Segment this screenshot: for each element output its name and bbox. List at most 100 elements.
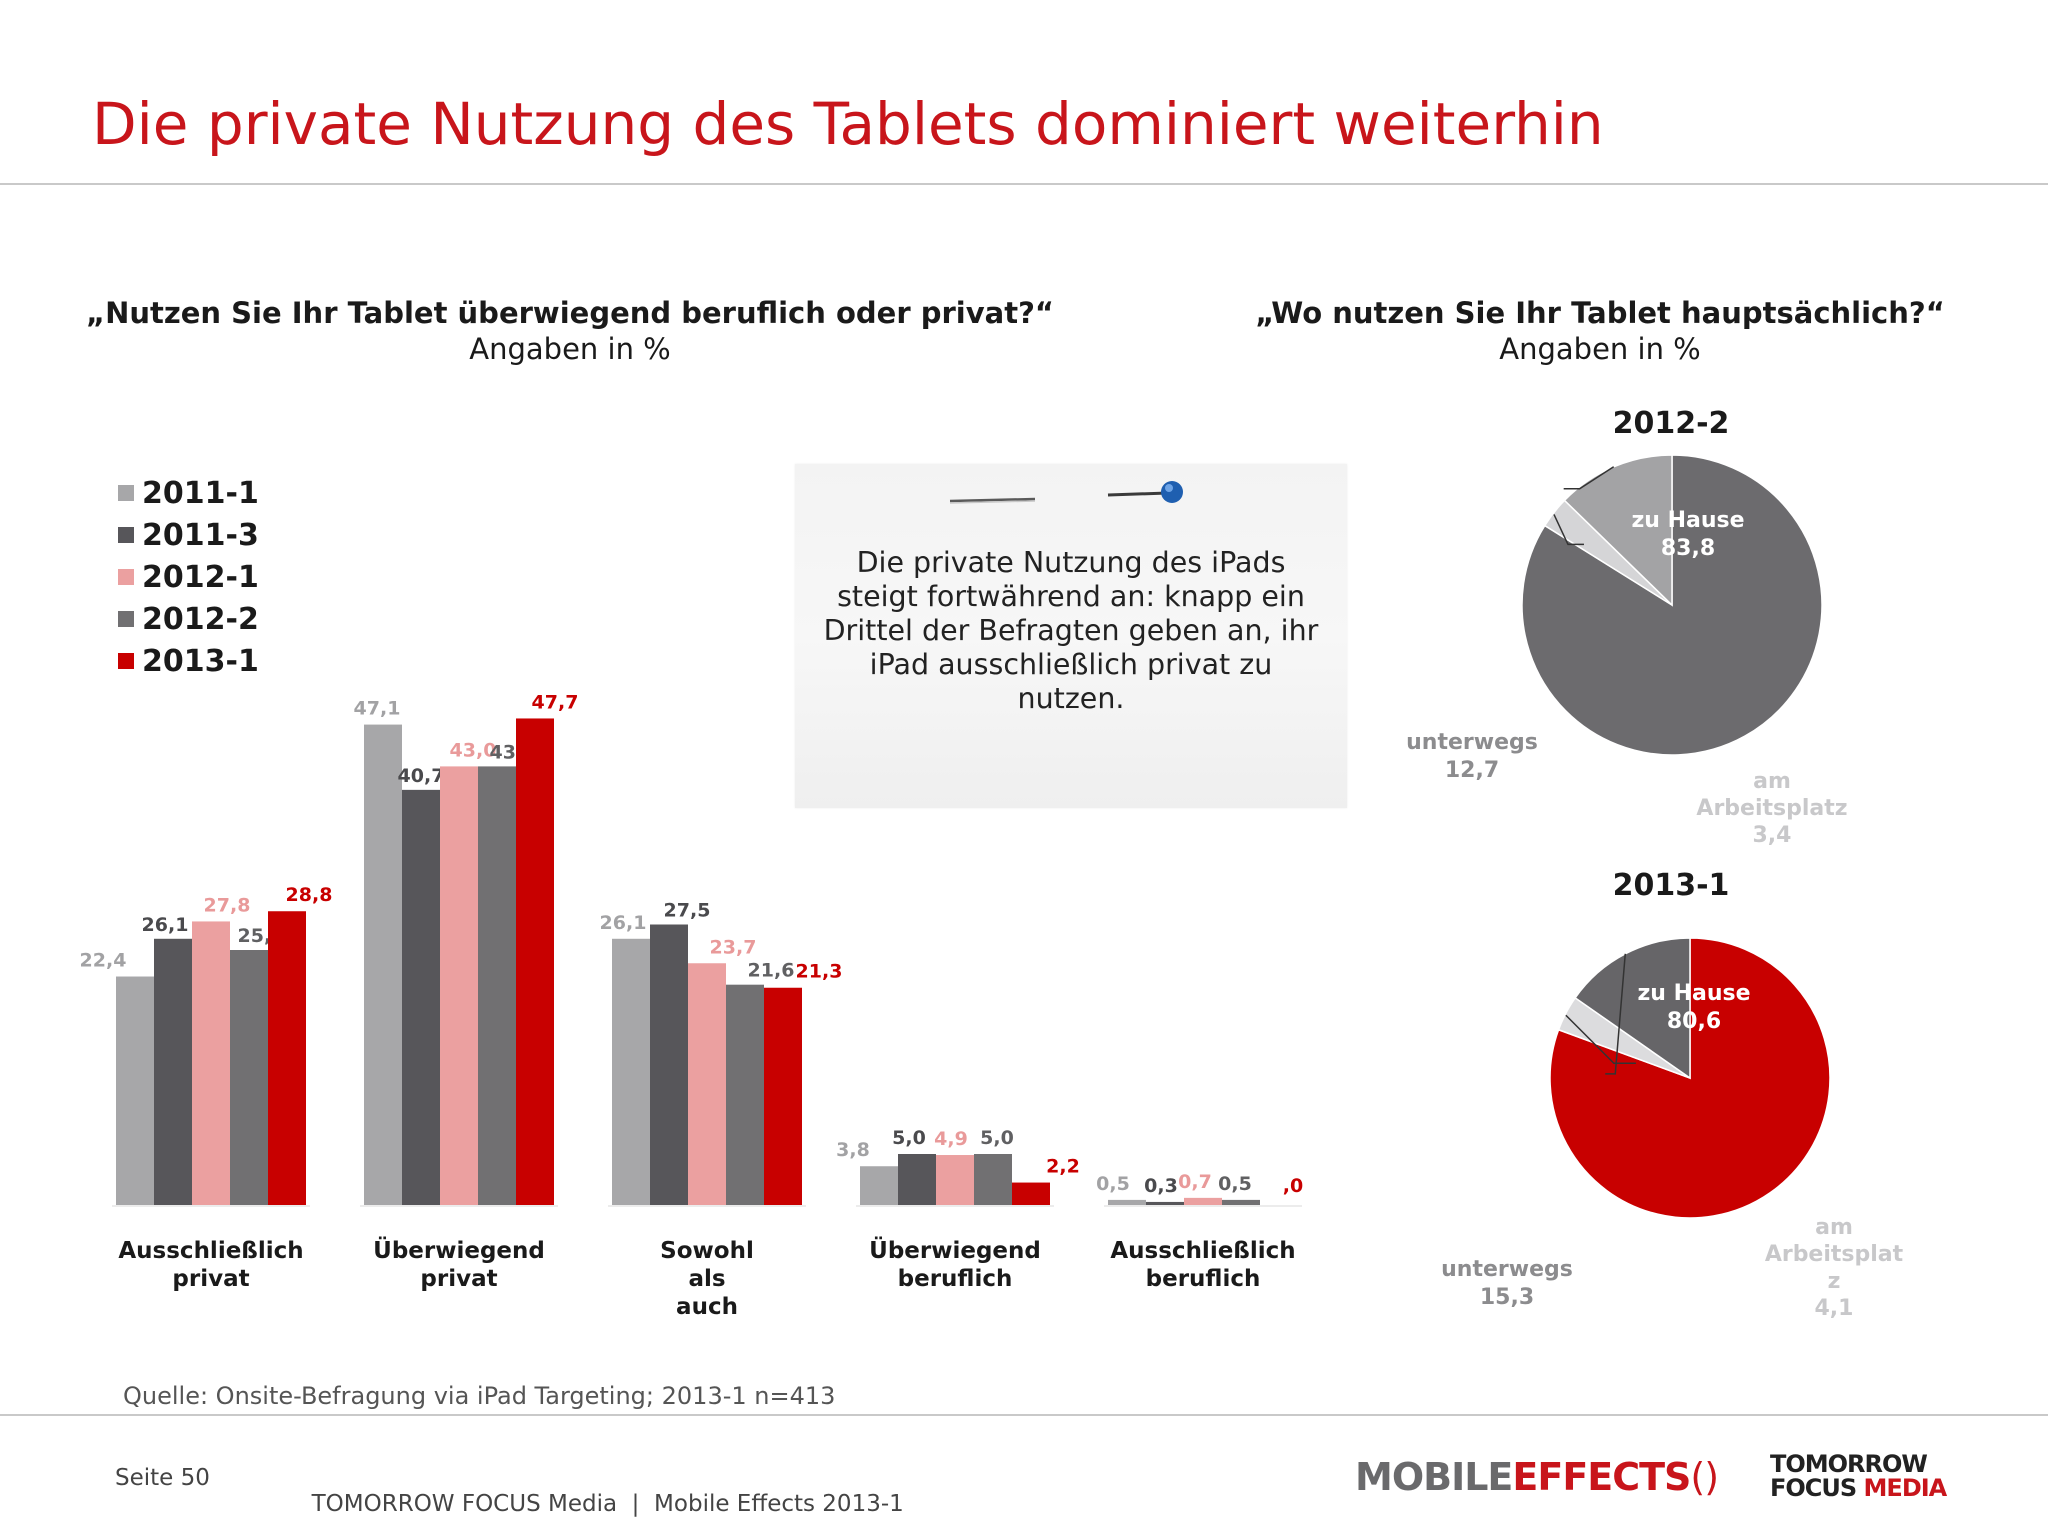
data-label: 26,1 <box>600 912 647 934</box>
bar <box>402 789 440 1205</box>
data-label: 27,5 <box>664 900 711 922</box>
pie-label: zu Hause <box>1631 508 1744 533</box>
bar <box>688 963 726 1205</box>
category-label: beruflich <box>898 1266 1013 1292</box>
footer-divider <box>0 1414 2048 1416</box>
bar <box>898 1154 936 1205</box>
logo-tomorrow-word: TOMORROW <box>1770 1450 1928 1478</box>
mobile-effects-logo: MOBILEEFFECTS() <box>1355 1455 1719 1499</box>
bar <box>1184 1197 1222 1205</box>
pie-slice <box>1549 937 1831 1219</box>
leader-line <box>1563 466 1615 490</box>
right-question-title: „Wo nutzen Sie Ihr Tablet hauptsächlich?… <box>1255 296 1945 330</box>
pie-value: 83,8 <box>1661 536 1715 561</box>
bar <box>1146 1201 1184 1205</box>
category-label: beruflich <box>1146 1266 1261 1292</box>
footer-page-number: Seite 50 <box>115 1465 210 1491</box>
logo-bracket-icon: () <box>1690 1455 1719 1499</box>
legend-item: 2012-2 <box>118 598 259 640</box>
category-label: Überwiegend <box>869 1236 1041 1264</box>
data-label: 23,7 <box>710 936 757 958</box>
legend-item: 2011-3 <box>118 514 259 556</box>
left-question-title: „Nutzen Sie Ihr Tablet überwiegend beruf… <box>86 296 1054 330</box>
bar <box>1012 1182 1050 1205</box>
tomorrow-focus-logo: TOMORROW FOCUS MEDIA <box>1770 1450 1948 1502</box>
bar <box>650 924 688 1205</box>
data-label: 26,1 <box>142 914 189 936</box>
source-note: Quelle: Onsite-Befragung via iPad Target… <box>123 1382 836 1410</box>
legend-swatch <box>118 653 134 669</box>
pie-label: unterwegs <box>1441 1257 1573 1282</box>
data-label: 5,0 <box>980 1127 1014 1149</box>
legend-label: 2011-1 <box>142 475 259 511</box>
data-label: 2,2 <box>1046 1156 1080 1178</box>
bar <box>516 718 554 1205</box>
callout-box: Die private Nutzung des iPads steigt for… <box>795 464 1347 808</box>
legend-item: 2013-1 <box>118 640 259 682</box>
data-label: 27,8 <box>204 894 251 916</box>
pie-label: Arbeitsplat <box>1765 1242 1904 1267</box>
data-label: 0,5 <box>1096 1173 1130 1195</box>
legend-label: 2011-3 <box>142 517 259 553</box>
leader-line <box>1553 514 1584 546</box>
footer-company: TOMORROW FOCUS Media | Mobile Effects 20… <box>297 1465 904 1517</box>
bar <box>974 1154 1012 1205</box>
bar <box>364 724 402 1205</box>
bar <box>192 921 230 1205</box>
bar <box>268 911 306 1205</box>
logo-media-word: MEDIA <box>1863 1474 1948 1502</box>
pin-icon <box>949 481 1183 504</box>
category-label: Sowohl <box>660 1238 754 1264</box>
category-label: privat <box>420 1266 497 1292</box>
leader-line <box>1565 1014 1636 1065</box>
legend-label: 2012-1 <box>142 559 259 595</box>
pie-value: 15,3 <box>1480 1285 1534 1310</box>
data-label: 4,9 <box>934 1128 968 1150</box>
bar <box>230 950 268 1205</box>
logo-effects-word: EFFECTS <box>1512 1455 1691 1499</box>
pie-value: 80,6 <box>1667 1009 1721 1034</box>
bar <box>440 766 478 1205</box>
bar <box>1108 1199 1146 1205</box>
pie-value: 12,7 <box>1445 758 1499 783</box>
data-label: 40,7 <box>398 765 445 787</box>
data-label: 0,7 <box>1178 1171 1212 1193</box>
pie-label: am <box>1815 1215 1853 1240</box>
data-label: 0,3 <box>1144 1175 1178 1197</box>
legend-item: 2012-1 <box>118 556 259 598</box>
category-label: privat <box>172 1266 249 1292</box>
logo-focus-word: FOCUS <box>1770 1474 1857 1502</box>
category-label: auch <box>676 1294 738 1320</box>
data-label: 47,1 <box>354 698 401 720</box>
data-label: 3,8 <box>836 1139 870 1161</box>
data-label: 21,3 <box>796 961 843 983</box>
slide-title: Die private Nutzung des Tablets dominier… <box>92 90 1604 158</box>
bar <box>860 1166 898 1205</box>
pie-2013-1-title: 2013-1 <box>1612 868 1730 903</box>
pie-label: z <box>1828 1269 1841 1294</box>
data-label: 0,5 <box>1218 1173 1252 1195</box>
pie-slice <box>1563 454 1673 607</box>
bar <box>478 766 516 1205</box>
bar <box>1222 1199 1260 1205</box>
bar <box>154 938 192 1205</box>
callout-text: Die private Nutzung des iPads steigt for… <box>823 546 1319 715</box>
chart-legend: 2011-1 2011-3 2012-1 2012-2 2013-1 <box>118 472 259 682</box>
bar <box>116 976 154 1205</box>
pie-label: am <box>1753 769 1791 794</box>
legend-label: 2013-1 <box>142 643 259 679</box>
pie-label: zu Hause <box>1637 981 1750 1006</box>
bar <box>936 1155 974 1205</box>
pie-label: Arbeitsplatz <box>1696 796 1847 821</box>
legend-item: 2011-1 <box>118 472 259 514</box>
leader-line <box>1605 953 1627 1075</box>
pie-value: 3,4 <box>1753 823 1792 848</box>
footer-company-text: TOMORROW FOCUS Media | Mobile Effects 20… <box>311 1491 904 1517</box>
data-label: 21,6 <box>748 960 795 982</box>
category-label: als <box>688 1266 725 1292</box>
category-label: Ausschließlich <box>1110 1238 1295 1264</box>
legend-swatch <box>118 569 134 585</box>
left-question-subtitle: Angaben in % <box>469 332 671 366</box>
category-label: Ausschließlich <box>118 1238 303 1264</box>
data-label: ,0 <box>1283 1175 1303 1197</box>
